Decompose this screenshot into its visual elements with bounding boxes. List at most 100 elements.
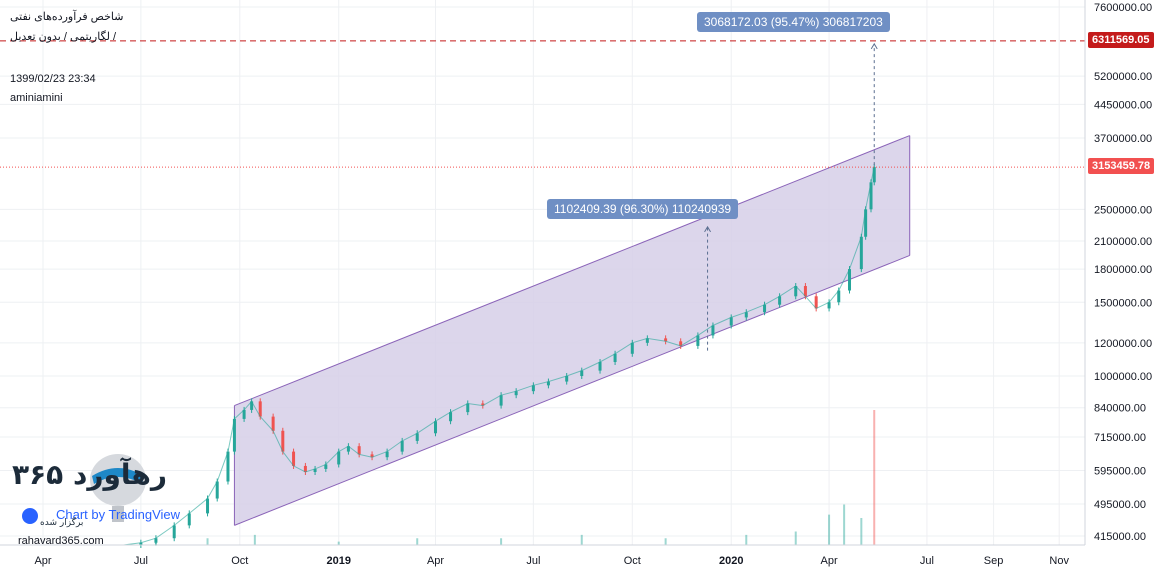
measure-lines — [704, 42, 878, 351]
candle-body — [546, 381, 550, 386]
y-tick-label: 715000.00 — [1094, 432, 1146, 444]
site-url[interactable]: rahavard365.com — [18, 535, 104, 547]
x-tick-label: Apr — [34, 555, 51, 567]
brand-logo-text: ۳۶۵ رهآورد — [12, 458, 168, 491]
candle-body — [481, 403, 485, 406]
price-line — [123, 166, 875, 546]
volume-bar — [860, 518, 863, 545]
price-series — [123, 164, 876, 548]
parallel-channel — [233, 135, 911, 526]
candle-body — [271, 416, 275, 431]
candle-body — [434, 421, 438, 434]
current-price-tag: 3153459.78 — [1088, 158, 1155, 175]
balloon-icon — [90, 454, 146, 506]
x-tick-label: Sep — [984, 555, 1004, 567]
x-tick-label: Apr — [427, 555, 444, 567]
volume-bar — [664, 538, 667, 545]
candle-body — [172, 525, 176, 539]
candle-body — [869, 182, 873, 210]
channel-fill — [234, 135, 910, 526]
candle-body — [580, 370, 584, 377]
candle-body — [598, 362, 602, 371]
volume-bar — [843, 504, 846, 545]
volume-bar — [745, 534, 748, 545]
x-tick-label: 2020 — [719, 555, 743, 567]
rahavard-logo — [22, 454, 146, 524]
channel-upper-line — [234, 135, 910, 407]
x-tick-label: Apr — [821, 555, 838, 567]
measure-arrowhead-upper — [870, 42, 878, 50]
volume-bar — [828, 514, 831, 545]
candle-body — [531, 385, 535, 392]
candle-body — [415, 433, 419, 441]
y-tick-label: 2100000.00 — [1094, 236, 1152, 248]
candle-body — [232, 418, 236, 452]
candle-body — [837, 290, 841, 303]
y-tick-label: 7600000.00 — [1094, 2, 1152, 14]
y-tick-label: 1200000.00 — [1094, 338, 1152, 350]
candle-body — [864, 209, 868, 237]
x-tick-label: Oct — [231, 555, 248, 567]
candle-body — [400, 440, 404, 452]
candle-body — [466, 403, 470, 413]
y-tick-label: 415000.00 — [1094, 531, 1146, 543]
candle-body — [778, 296, 782, 305]
candle-body — [337, 451, 341, 465]
y-tick-label: 1500000.00 — [1094, 297, 1152, 309]
candle-body — [226, 451, 230, 482]
candle-body — [324, 464, 328, 469]
measure-label-lower[interactable]: 1102409.39 (96.30%) 110240939 — [547, 199, 739, 219]
candle-body — [664, 338, 668, 342]
measure-label-upper[interactable]: 3068172.03 (95.47%) 306817203 — [697, 12, 890, 32]
candle-body — [803, 286, 807, 297]
tradingview-credit[interactable]: Chart by TradingView — [56, 507, 181, 522]
candle-body — [679, 341, 683, 346]
candle-body — [250, 401, 254, 410]
candle-body — [215, 481, 219, 499]
candle-body — [859, 236, 863, 270]
candle-body — [242, 409, 246, 419]
candle-body — [645, 338, 649, 343]
volume-bar — [580, 534, 583, 545]
candle-body — [154, 538, 158, 543]
x-tick-label: Jul — [920, 555, 934, 567]
candle-body — [514, 391, 518, 396]
tradingview-icon — [22, 508, 38, 524]
candle-body — [630, 342, 634, 354]
x-tick-label: Nov — [1049, 555, 1069, 567]
chart-grid — [0, 0, 1085, 545]
volume-bar — [206, 538, 209, 545]
x-tick-label: Jul — [134, 555, 148, 567]
tradingview-credit-fa: برگزار شده — [40, 518, 84, 528]
candle-body — [763, 304, 767, 313]
candle-body — [794, 286, 798, 297]
candle-body — [613, 353, 617, 363]
volume-bar — [873, 410, 876, 545]
candle-body — [281, 430, 285, 452]
candle-body — [303, 465, 307, 473]
y-tick-label: 2500000.00 — [1094, 204, 1152, 216]
candle-body — [385, 451, 389, 458]
candle-body — [258, 401, 262, 417]
y-tick-label: 1000000.00 — [1094, 371, 1152, 383]
volume-bar — [337, 541, 340, 545]
x-tick-label: Oct — [624, 555, 641, 567]
candle-body — [449, 412, 453, 422]
y-tick-label: 5200000.00 — [1094, 71, 1152, 83]
measure-arrowhead-lower — [704, 225, 711, 233]
candle-body — [187, 513, 191, 526]
chart-subtitle: لگاریتمی / بدون تعدیل / — [10, 31, 117, 43]
chart-author: aminiamini — [10, 92, 63, 104]
candle-body — [499, 395, 503, 406]
volume-bar — [794, 531, 797, 545]
candle-body — [729, 317, 733, 326]
candle-body — [711, 325, 715, 336]
candle-body — [346, 446, 350, 452]
x-tick-label: Jul — [526, 555, 540, 567]
x-tick-label: 2019 — [326, 555, 350, 567]
candle-body — [744, 312, 748, 318]
candle-body — [139, 542, 143, 545]
price-lines — [0, 40, 1085, 168]
y-tick-label: 1800000.00 — [1094, 264, 1152, 276]
